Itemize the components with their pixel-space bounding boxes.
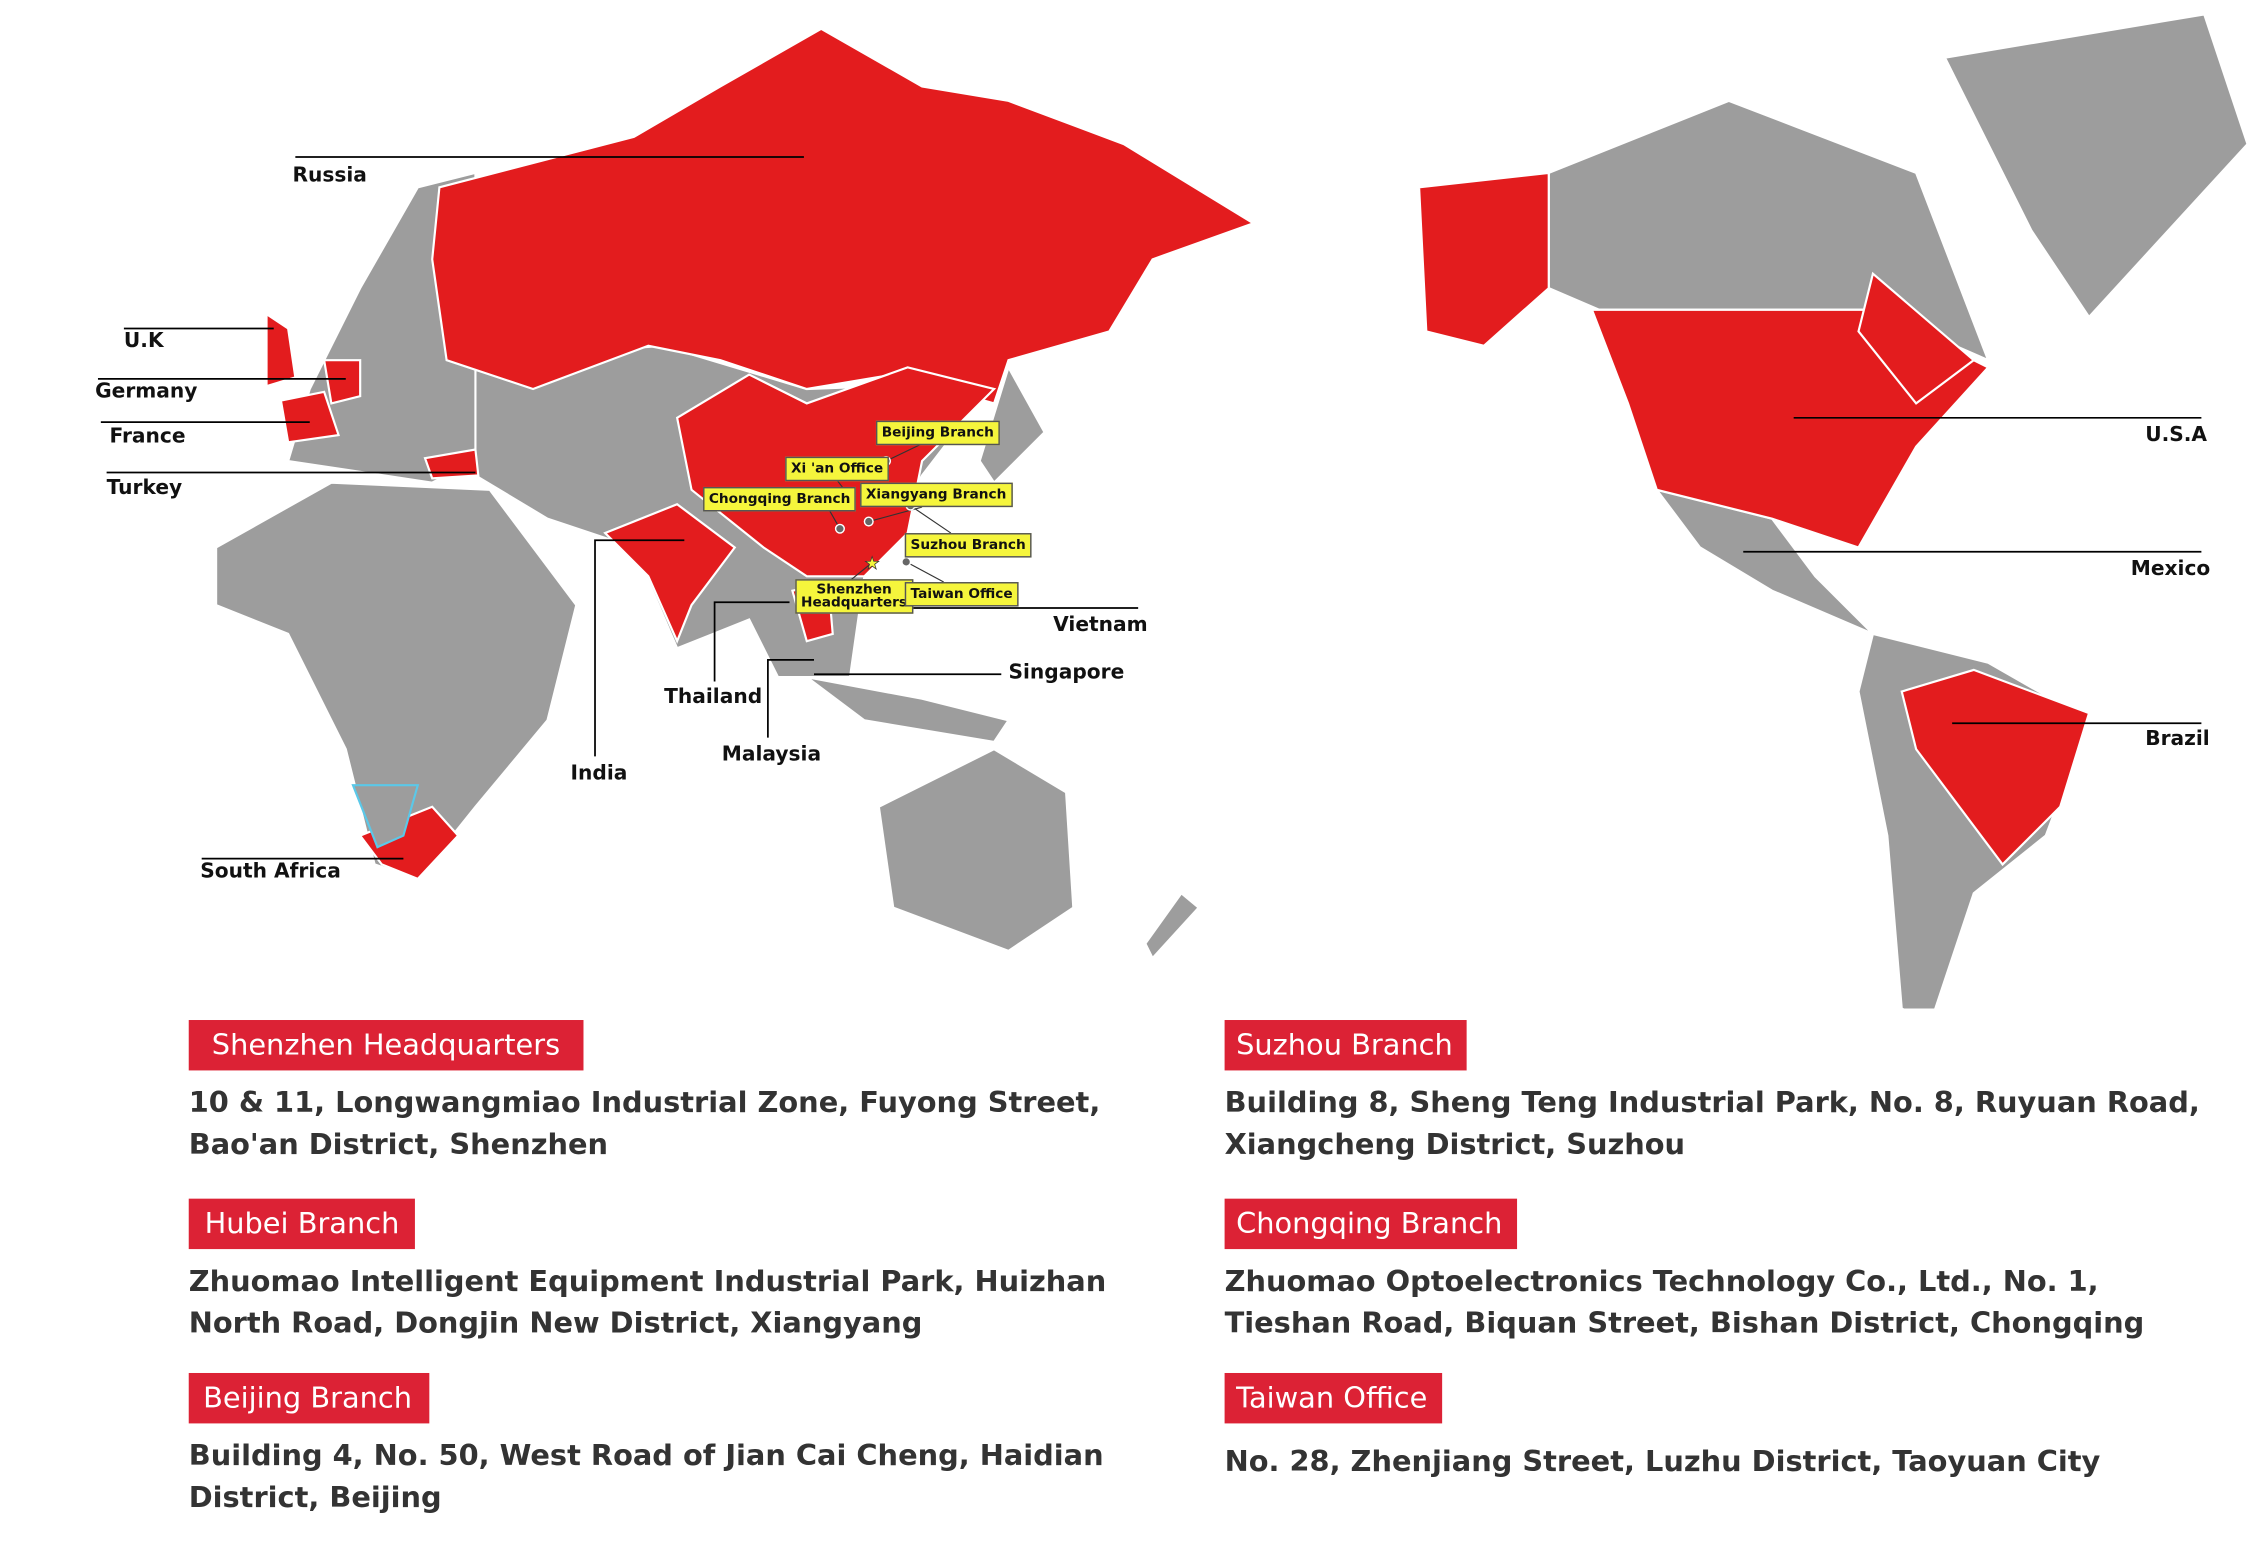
label-singapore: Singapore xyxy=(1008,661,1125,685)
office-name: Shenzhen Headquarters xyxy=(188,1020,584,1071)
world-map: ★ xyxy=(97,13,2249,1009)
indonesia xyxy=(806,676,1011,744)
label-india: India xyxy=(570,762,628,786)
label-vietnam: Vietnam xyxy=(1053,613,1148,637)
callout-chongqing: Chongqing Branch xyxy=(703,486,857,512)
alaska-shape xyxy=(1417,171,1550,347)
office-address: Building 4, No. 50, West Road of Jian Ca… xyxy=(188,1437,1104,1515)
callout-beijing: Beijing Branch xyxy=(875,420,1000,446)
office-address: Building 8, Sheng Teng Industrial Park, … xyxy=(1224,1084,2200,1162)
label-turkey: Turkey xyxy=(106,476,183,500)
chongqing-dot xyxy=(834,523,845,534)
label-france: France xyxy=(109,425,186,449)
south-africa-shape xyxy=(358,805,460,881)
uk-shape xyxy=(265,312,297,388)
callout-shenzhen: Shenzhen Headquarters xyxy=(795,579,913,614)
label-russia: Russia xyxy=(292,164,367,188)
brazil-shape xyxy=(1900,668,2091,867)
label-uk: U.K xyxy=(123,329,164,353)
office-address: Zhuomao Optoelectronics Technology Co., … xyxy=(1224,1263,2145,1340)
callout-suzhou: Suzhou Branch xyxy=(904,533,1032,558)
australia xyxy=(877,747,1075,953)
greenland xyxy=(1943,13,2249,319)
namibia-outline xyxy=(351,784,420,849)
france-shape xyxy=(279,390,340,444)
label-mexico: Mexico xyxy=(2130,557,2211,581)
office-address: 10 & 11, Longwangmiao Industrial Zone, F… xyxy=(188,1084,1101,1162)
turkey-shape xyxy=(423,448,480,480)
russia-shape xyxy=(431,27,1256,405)
callout-xian: Xi 'an Office xyxy=(785,456,889,482)
office-chongqing: Chongqing Branch Zhuomao Optoelectronics… xyxy=(1224,1198,2219,1345)
east-canada-shape xyxy=(1857,271,1976,405)
office-beijing: Beijing Branch Building 4, No. 50, West … xyxy=(188,1372,1183,1519)
new-zealand xyxy=(1144,891,1201,960)
xiangyang-dot xyxy=(863,516,874,527)
label-brazil: Brazil xyxy=(2145,727,2210,751)
label-germany: Germany xyxy=(95,380,198,404)
office-name: Taiwan Office xyxy=(1224,1372,1442,1424)
office-address: Zhuomao Intelligent Equipment Industrial… xyxy=(188,1263,1107,1340)
office-name: Hubei Branch xyxy=(188,1198,416,1250)
taiwan-dot xyxy=(901,556,912,567)
headquarters-star-icon: ★ xyxy=(864,554,879,574)
office-name: Chongqing Branch xyxy=(1224,1198,1517,1250)
callout-xiangyang: Xiangyang Branch xyxy=(860,482,1013,508)
india-shape xyxy=(603,503,737,644)
office-address: No. 28, Zhenjiang Street, Luzhu District… xyxy=(1224,1443,2101,1479)
label-usa: U.S.A xyxy=(2145,423,2208,447)
office-taiwan: Taiwan Office No. 28, Zhenjiang Street, … xyxy=(1224,1372,2219,1482)
callout-shenzhen-line1: Shenzhen xyxy=(816,582,892,598)
office-suzhou: Suzhou Branch Building 8, Sheng Teng Ind… xyxy=(1224,1020,2219,1166)
office-hubei: Hubei Branch Zhuomao Intelligent Equipme… xyxy=(188,1198,1183,1345)
office-name: Beijing Branch xyxy=(188,1372,430,1424)
office-name: Suzhou Branch xyxy=(1224,1020,1468,1071)
germany-shape xyxy=(322,359,362,405)
callout-taiwan: Taiwan Office xyxy=(904,582,1019,607)
label-thailand: Thailand xyxy=(664,685,763,709)
leader-lines xyxy=(97,156,2202,860)
callout-shenzhen-line2: Headquarters xyxy=(801,595,908,611)
label-south-africa: South Africa xyxy=(200,860,341,884)
office-shenzhen: Shenzhen Headquarters 10 & 11, Longwangm… xyxy=(188,1020,1183,1166)
label-malaysia: Malaysia xyxy=(721,743,822,767)
